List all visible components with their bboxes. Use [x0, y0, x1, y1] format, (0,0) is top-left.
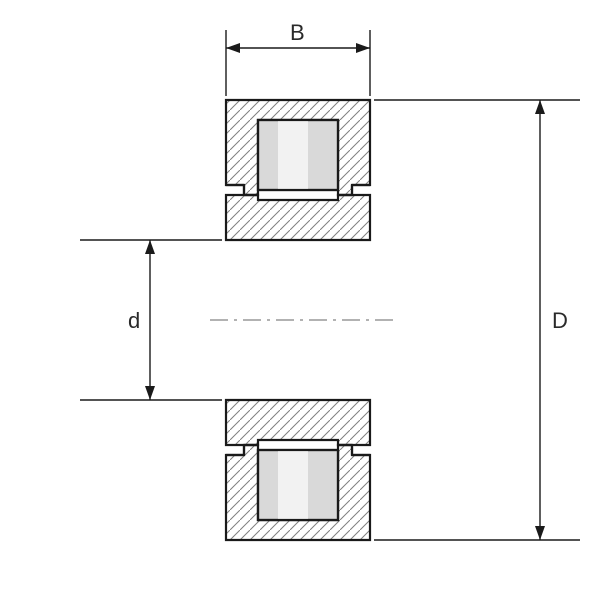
- roller-upper: [258, 120, 338, 190]
- dimension-D: [374, 100, 580, 540]
- label-D: D: [552, 308, 568, 333]
- label-d: d: [128, 308, 140, 333]
- dimension-d: [80, 240, 222, 400]
- inner-ring-upper: [226, 195, 370, 240]
- label-B: B: [290, 20, 305, 45]
- inner-ring-lower: [226, 400, 370, 445]
- roller-lower: [258, 450, 338, 520]
- bearing-cross-section-diagram: B d D: [0, 0, 600, 600]
